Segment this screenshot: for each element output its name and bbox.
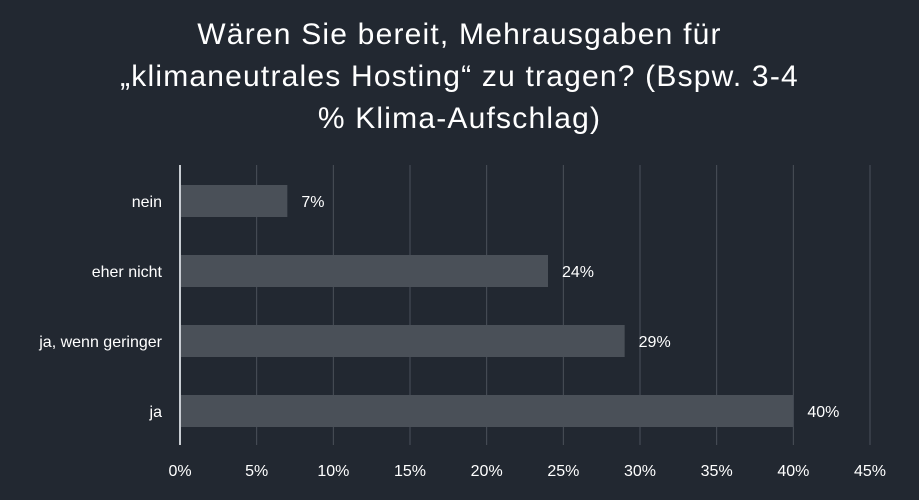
category-label: ja, wenn geringer xyxy=(38,334,162,351)
x-tick-label: 25% xyxy=(547,463,579,480)
bar xyxy=(180,185,288,217)
category-label: ja xyxy=(149,404,163,421)
bar xyxy=(180,395,794,427)
data-label: 7% xyxy=(301,194,324,211)
x-tick-label: 45% xyxy=(854,463,886,480)
bar xyxy=(180,255,548,287)
x-tick-label: 40% xyxy=(777,463,809,480)
x-tick-label: 10% xyxy=(317,463,349,480)
chart-title: Wären Sie bereit, Mehrausgaben für „klim… xyxy=(0,14,919,140)
x-tick-label: 5% xyxy=(245,463,268,480)
data-label: 40% xyxy=(807,404,839,421)
x-tick-label: 0% xyxy=(168,463,191,480)
x-tick-label: 15% xyxy=(394,463,426,480)
data-label: 24% xyxy=(562,264,594,281)
chart-title-line: Wären Sie bereit, Mehrausgaben für xyxy=(197,18,722,51)
x-tick-label: 30% xyxy=(624,463,656,480)
category-label: nein xyxy=(132,194,162,211)
x-tick-label: 20% xyxy=(471,463,503,480)
chart-title-line: % Klima-Aufschlag) xyxy=(317,102,602,135)
bar xyxy=(180,325,625,357)
data-label: 29% xyxy=(639,334,671,351)
category-label: eher nicht xyxy=(92,264,163,281)
x-tick-label: 35% xyxy=(701,463,733,480)
chart-title-line: „klimaneutrales Hosting“ zu tragen? (Bsp… xyxy=(120,60,799,93)
